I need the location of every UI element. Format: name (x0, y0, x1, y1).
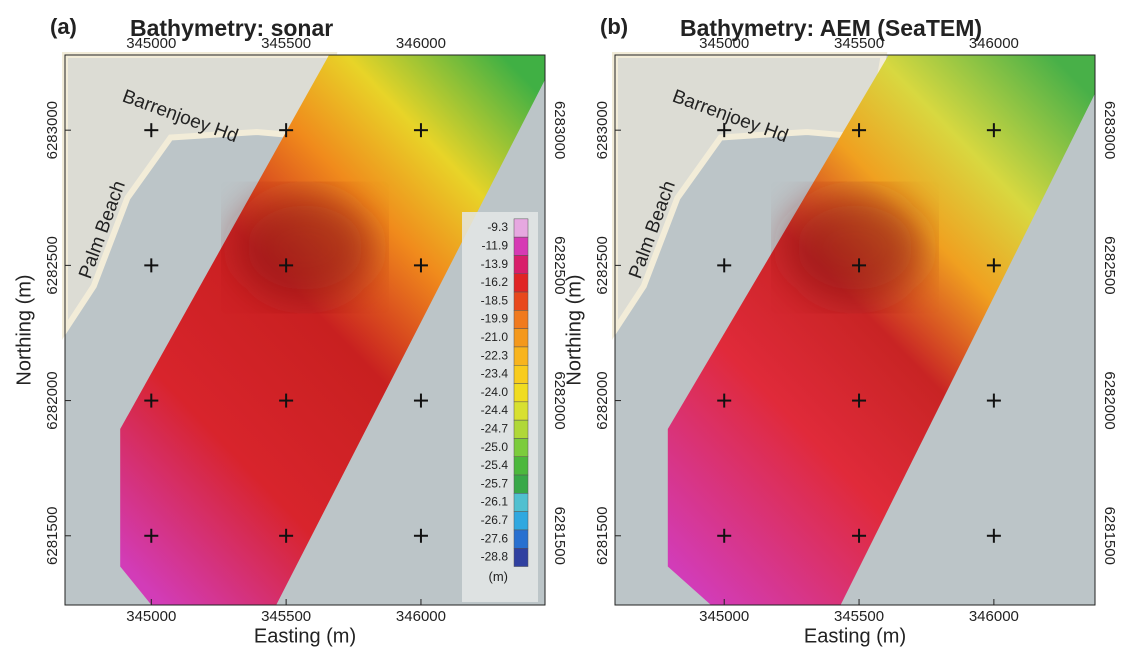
colorbar-swatch (514, 310, 528, 328)
colorbar-label: -21.0 (481, 330, 509, 344)
colorbar-label: -25.7 (481, 476, 509, 490)
colorbar-label: -18.5 (481, 293, 509, 307)
colorbar-label: -19.9 (481, 312, 509, 326)
x-tick-label: 345500 (834, 35, 884, 52)
y-tick-label: 6283000 (551, 101, 568, 159)
colorbar-swatch (514, 402, 528, 420)
x-tick-label: 345500 (834, 608, 884, 625)
colorbar-label: -11.9 (482, 238, 509, 252)
y-tick-label: 6283000 (44, 101, 61, 159)
y-tick-label: 6282000 (44, 371, 61, 429)
colorbar-swatch (514, 512, 528, 530)
x-tick-label: 346000 (969, 35, 1019, 52)
colorbar-label: -24.7 (481, 421, 509, 435)
y-tick-label: 6281500 (1101, 507, 1118, 565)
colorbar-label: -23.4 (481, 367, 509, 381)
y-tick-label: 6282000 (594, 371, 611, 429)
colorbar-swatch (514, 420, 528, 438)
y-tick-label: 6283000 (1101, 101, 1118, 159)
colorbar-label: -25.4 (481, 458, 509, 472)
x-tick-label: 346000 (396, 608, 446, 625)
y-tick-label: 6281500 (594, 507, 611, 565)
colorbar-swatch (514, 457, 528, 475)
x-tick-label: 345000 (699, 35, 749, 52)
colorbar-unit: (m) (489, 569, 509, 584)
deep-area (235, 193, 375, 303)
x-axis-label: Easting (m) (254, 625, 356, 647)
colorbar-swatch (514, 274, 528, 292)
y-tick-label: 6282500 (1101, 236, 1118, 294)
colorbar-label: -28.8 (481, 550, 509, 564)
colorbar-swatch (514, 347, 528, 365)
colorbar-swatch (514, 475, 528, 493)
x-tick-label: 346000 (969, 608, 1019, 625)
y-tick-label: 6281500 (551, 507, 568, 565)
colorbar-swatch (514, 365, 528, 383)
colorbar-label: -26.1 (481, 495, 509, 509)
colorbar-swatch (514, 292, 528, 310)
y-tick-label: 6283000 (594, 101, 611, 159)
x-axis-label: Easting (m) (804, 625, 906, 647)
colorbar-label: -16.2 (481, 275, 509, 289)
colorbar-swatch (514, 329, 528, 347)
y-tick-label: 6282500 (594, 236, 611, 294)
panel-label: (a) (50, 14, 77, 39)
panel-label: (b) (600, 14, 628, 39)
colorbar-swatch (514, 548, 528, 566)
colorbar-swatch (514, 530, 528, 548)
x-tick-label: 345000 (699, 608, 749, 625)
deep-area (785, 193, 925, 303)
colorbar-swatch (514, 493, 528, 511)
colorbar-label: -24.0 (481, 385, 509, 399)
map-panel (615, 55, 1095, 605)
colorbar-label: -25.0 (481, 440, 509, 454)
colorbar-swatch (514, 237, 528, 255)
colorbar-label: -27.6 (481, 531, 509, 545)
figure: (a)Bathymetry: sonarEasting (m)Northing … (0, 0, 1145, 653)
colorbar-swatch (514, 438, 528, 456)
x-tick-label: 345000 (126, 35, 176, 52)
y-tick-label: 6282000 (1101, 371, 1118, 429)
x-tick-label: 345000 (126, 608, 176, 625)
colorbar-swatch (514, 219, 528, 237)
colorbar-swatch (514, 384, 528, 402)
y-tick-label: 6281500 (44, 507, 61, 565)
colorbar-label: -24.4 (481, 403, 509, 417)
x-tick-label: 346000 (396, 35, 446, 52)
colorbar-label: -22.3 (481, 348, 509, 362)
x-tick-label: 345500 (261, 35, 311, 52)
colorbar-label: -9.3 (487, 220, 508, 234)
colorbar-label: -26.7 (481, 513, 509, 527)
y-axis-label: Northing (m) (13, 274, 35, 385)
colorbar-swatch (514, 255, 528, 273)
y-tick-label: 6282500 (44, 236, 61, 294)
y-axis-label: Northing (m) (563, 274, 585, 385)
x-tick-label: 345500 (261, 608, 311, 625)
colorbar-label: -13.9 (481, 257, 509, 271)
